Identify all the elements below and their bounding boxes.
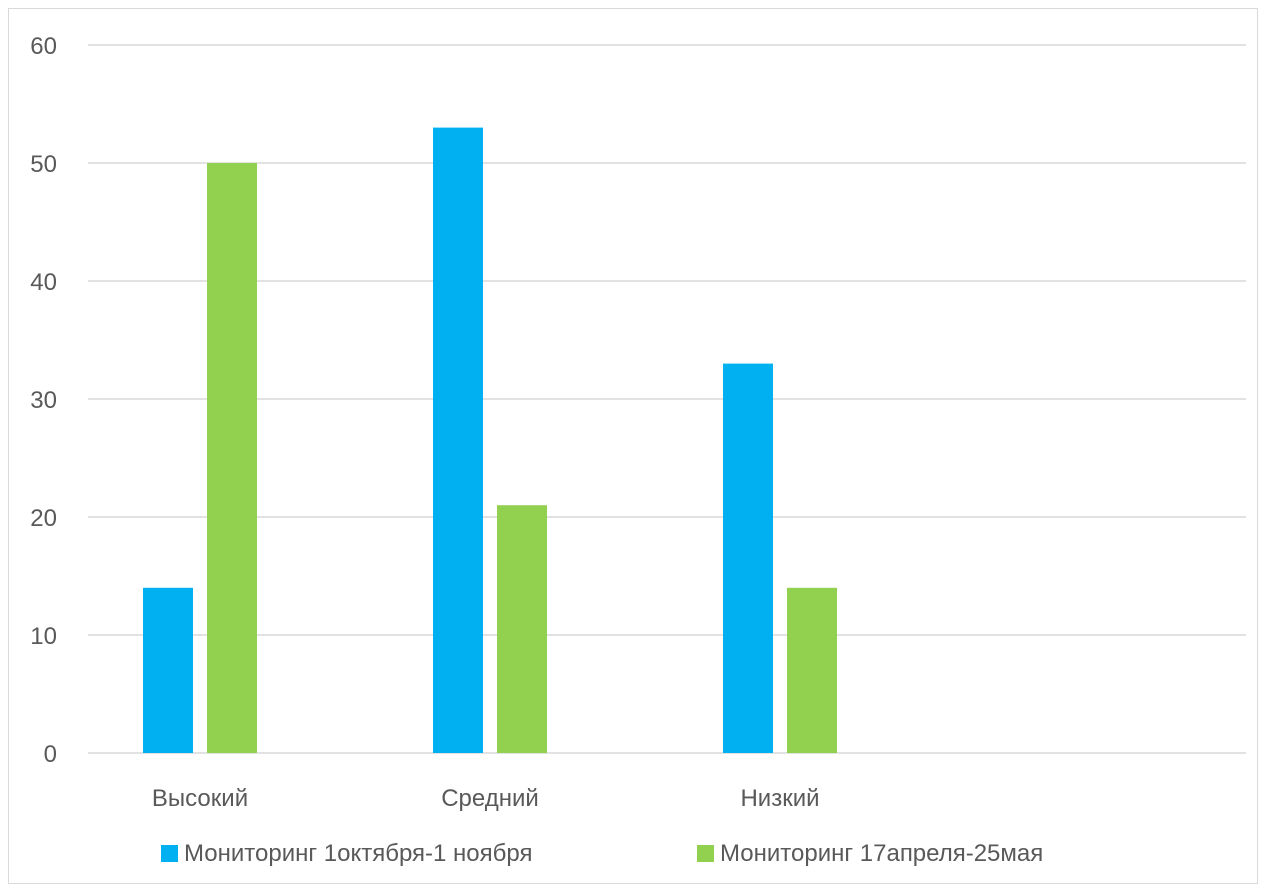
y-tick-label: 20 <box>30 505 57 532</box>
legend-label: Мониторинг 17апреля-25мая <box>720 840 1043 867</box>
x-category-label: Высокий <box>152 785 248 812</box>
y-tick-label: 50 <box>30 151 57 178</box>
y-tick-label: 30 <box>30 387 57 414</box>
x-category-label: Средний <box>441 785 539 812</box>
bar-1[interactable] <box>143 587 193 753</box>
bar-2[interactable] <box>207 163 257 753</box>
y-tick-label: 40 <box>30 269 57 296</box>
x-category-label: Низкий <box>740 785 819 812</box>
bar-2[interactable] <box>497 505 547 753</box>
y-tick-label: 60 <box>30 33 57 60</box>
bar-1[interactable] <box>723 363 773 753</box>
legend-swatch <box>697 845 714 862</box>
y-tick-label: 0 <box>44 741 57 768</box>
bar-1[interactable] <box>433 127 483 754</box>
legend-label: Мониторинг 1октября-1 ноября <box>184 840 532 867</box>
bar-2[interactable] <box>787 587 837 753</box>
legend-swatch <box>161 845 178 862</box>
y-tick-label: 10 <box>30 623 57 650</box>
